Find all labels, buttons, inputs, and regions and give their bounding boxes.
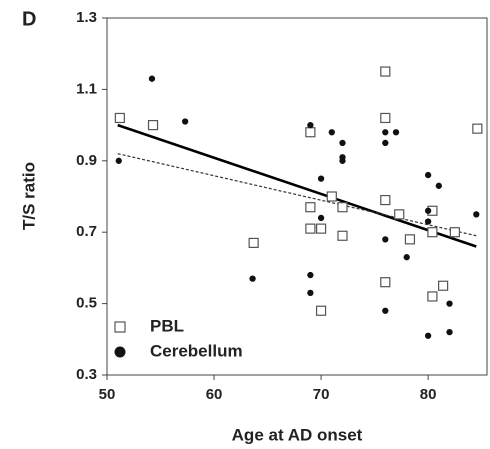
legend-label: Cerebellum bbox=[150, 341, 243, 360]
point bbox=[148, 75, 156, 82]
point bbox=[249, 275, 256, 282]
point bbox=[339, 157, 346, 164]
x-axis-label: Age at AD onset bbox=[232, 425, 363, 444]
point bbox=[326, 191, 337, 202]
trend-line bbox=[117, 123, 477, 248]
point bbox=[328, 129, 335, 136]
legend-symbol bbox=[114, 321, 126, 333]
point bbox=[392, 129, 400, 136]
point bbox=[181, 118, 189, 125]
point bbox=[339, 139, 346, 147]
point bbox=[380, 112, 391, 124]
point bbox=[427, 227, 438, 238]
point bbox=[305, 127, 316, 138]
point bbox=[403, 254, 410, 261]
point bbox=[307, 121, 314, 129]
y-tick-label: 0.9 bbox=[76, 152, 97, 169]
legend-label: PBL bbox=[150, 316, 184, 335]
point bbox=[424, 332, 432, 339]
point bbox=[380, 66, 391, 77]
legend-symbol bbox=[114, 346, 126, 358]
point bbox=[115, 157, 122, 164]
point bbox=[337, 202, 348, 213]
y-tick-label: 1.3 bbox=[76, 9, 97, 26]
x-tick-label: 70 bbox=[313, 386, 330, 403]
point bbox=[382, 307, 389, 314]
point bbox=[472, 123, 483, 134]
point bbox=[394, 209, 405, 220]
point bbox=[449, 227, 460, 238]
y-tick-label: 1.1 bbox=[76, 80, 97, 97]
y-tick-label: 0.5 bbox=[76, 295, 97, 312]
y-tick-label: 0.7 bbox=[76, 223, 97, 240]
x-tick-label: 50 bbox=[99, 386, 116, 403]
point bbox=[380, 277, 391, 288]
point bbox=[382, 139, 389, 147]
point bbox=[446, 300, 453, 307]
point bbox=[473, 211, 480, 218]
point bbox=[424, 171, 432, 179]
point bbox=[380, 194, 391, 206]
trend-line bbox=[117, 153, 477, 237]
point bbox=[114, 112, 125, 124]
point bbox=[404, 234, 416, 245]
point bbox=[382, 236, 389, 243]
point bbox=[382, 129, 389, 136]
point bbox=[317, 175, 325, 182]
y-axis-label: T/S ratio bbox=[19, 162, 38, 230]
point bbox=[147, 119, 159, 131]
x-tick-label: 80 bbox=[420, 386, 437, 403]
point bbox=[424, 218, 432, 225]
point bbox=[307, 289, 314, 297]
panel-label: D bbox=[22, 8, 36, 30]
point bbox=[315, 223, 327, 234]
point bbox=[315, 305, 327, 316]
y-tick-label: 0.3 bbox=[76, 366, 97, 383]
point bbox=[446, 329, 453, 336]
point bbox=[438, 280, 449, 291]
point bbox=[424, 207, 432, 214]
plot-frame bbox=[106, 17, 488, 376]
point bbox=[317, 214, 325, 222]
point bbox=[305, 223, 316, 234]
point bbox=[337, 230, 348, 241]
point bbox=[427, 291, 438, 302]
point bbox=[305, 202, 316, 213]
point bbox=[307, 271, 314, 279]
point bbox=[435, 182, 442, 189]
point bbox=[248, 237, 259, 249]
x-tick-label: 60 bbox=[206, 386, 223, 403]
